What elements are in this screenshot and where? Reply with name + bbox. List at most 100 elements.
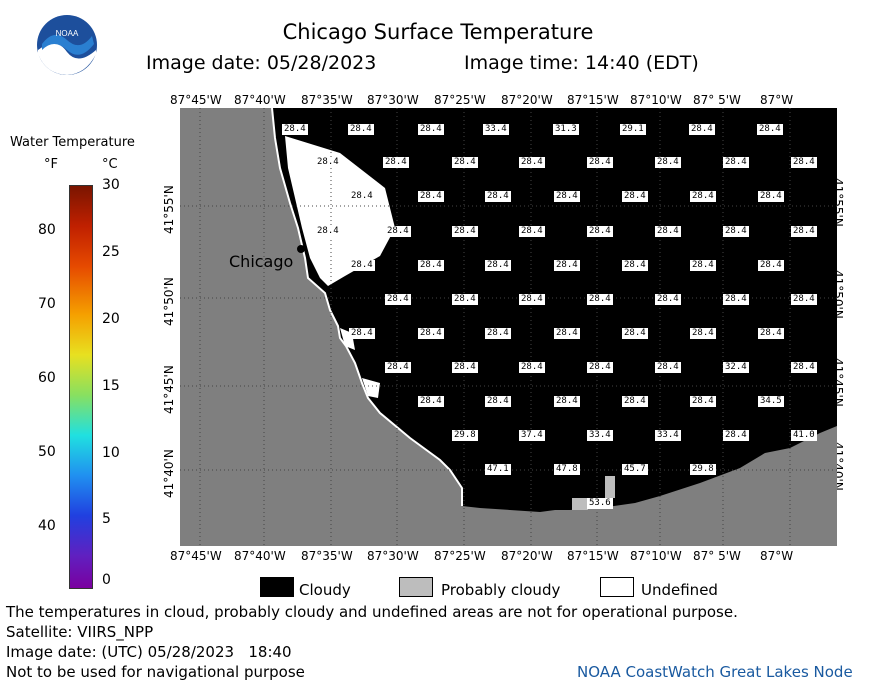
temperature-value: 28.4 (622, 260, 648, 271)
image-time: Image time: 14:40 (EDT) (464, 52, 699, 74)
cloudy-label: Cloudy (299, 581, 351, 599)
legend-title: Water Temperature (10, 135, 135, 150)
longitude-label: 87°25'W (434, 93, 486, 107)
temperature-value: 28.4 (349, 260, 375, 271)
longitude-label: 87°30'W (367, 93, 419, 107)
temperature-value: 28.4 (655, 226, 681, 237)
temperature-value: 34.5 (758, 396, 784, 407)
latitude-label: 41°45'N (162, 365, 176, 414)
temperature-value: 28.4 (485, 191, 511, 202)
city-label: Chicago (229, 252, 294, 271)
celsius-tick: 15 (102, 378, 120, 394)
unit-celsius: °C (102, 157, 118, 172)
temperature-value: 29.8 (452, 430, 478, 441)
temperature-value: 28.4 (485, 396, 511, 407)
longitude-label: 87° 5'W (693, 549, 741, 563)
cloudy-swatch (260, 577, 294, 597)
temperature-value: 28.4 (758, 191, 784, 202)
temperature-value: 28.4 (689, 124, 715, 135)
temperature-value: 28.4 (655, 362, 681, 373)
longitude-label: 87°45'W (170, 549, 222, 563)
longitude-label: 87°35'W (301, 549, 353, 563)
temperature-value: 28.4 (418, 260, 444, 271)
longitude-label: 87°45'W (170, 93, 222, 107)
temperature-value: 28.4 (655, 294, 681, 305)
temperature-value: 28.4 (485, 328, 511, 339)
temperature-value: 28.4 (349, 328, 375, 339)
latitude-label: 41°55'N (162, 185, 176, 234)
temperature-value: 28.4 (452, 362, 478, 373)
temperature-value: 28.4 (723, 157, 749, 168)
temperature-value: 28.4 (485, 260, 511, 271)
temperature-value: 28.4 (791, 362, 817, 373)
temperature-value: 28.4 (757, 124, 783, 135)
noaa-logo: NOAA (37, 15, 97, 75)
longitude-label: 87°15'W (567, 549, 619, 563)
temperature-value: 33.4 (655, 430, 681, 441)
temperature-value: 28.4 (348, 124, 374, 135)
temperature-value: 28.4 (519, 226, 545, 237)
temperature-value: 28.4 (554, 191, 580, 202)
temperature-value: 28.4 (315, 226, 341, 237)
temperature-value: 28.4 (418, 328, 444, 339)
longitude-label: 87° 5'W (693, 93, 741, 107)
probably-cloudy-area (572, 498, 588, 510)
longitude-label: 87°15'W (567, 93, 619, 107)
temperature-value: 28.4 (418, 124, 444, 135)
celsius-tick: 5 (102, 511, 111, 527)
temperature-value: 28.4 (282, 124, 308, 135)
map-title: Chicago Surface Temperature (282, 20, 594, 44)
map-canvas (180, 108, 837, 546)
temperature-value: 28.4 (452, 157, 478, 168)
temperature-value: 28.4 (690, 191, 716, 202)
temperature-value: 29.8 (690, 464, 716, 475)
temperature-value: 28.4 (622, 328, 648, 339)
longitude-label: 87°W (760, 93, 794, 107)
temperature-value: 28.4 (452, 226, 478, 237)
temperature-value: 28.4 (587, 226, 613, 237)
temperature-value: 47.8 (554, 464, 580, 475)
lake-cloud-area (272, 108, 837, 512)
temperature-value: 28.4 (690, 328, 716, 339)
temperature-value: 28.4 (554, 260, 580, 271)
chicago-marker (297, 245, 305, 253)
temperature-value: 32.4 (723, 362, 749, 373)
celsius-tick: 30 (102, 177, 120, 193)
temperature-value: 47.1 (485, 464, 511, 475)
image-date: Image date: 05/28/2023 (146, 52, 377, 74)
temperature-value: 33.4 (483, 124, 509, 135)
temperature-value: 28.4 (315, 157, 341, 168)
longitude-label: 87°35'W (301, 93, 353, 107)
temperature-value: 28.4 (418, 396, 444, 407)
longitude-label: 87°20'W (501, 93, 553, 107)
longitude-label: 87°W (760, 549, 794, 563)
temperature-value: 28.4 (385, 362, 411, 373)
temperature-value: 28.4 (791, 157, 817, 168)
temperature-value: 28.4 (554, 328, 580, 339)
fahrenheit-tick: 50 (38, 444, 56, 460)
latitude-label: 41°50'N (162, 277, 176, 326)
temperature-value: 28.4 (655, 157, 681, 168)
undefined-area (285, 136, 395, 286)
disclaimer-text: The temperatures in cloud, probably clou… (6, 603, 738, 621)
svg-text:NOAA: NOAA (56, 29, 79, 38)
temperature-value: 28.4 (723, 294, 749, 305)
fahrenheit-tick: 70 (38, 296, 56, 312)
fahrenheit-tick: 80 (38, 222, 56, 238)
utc-date-text: Image date: (UTC) 05/28/2023 18:40 (6, 643, 292, 661)
temperature-value: 28.4 (758, 328, 784, 339)
longitude-label: 87°20'W (501, 549, 553, 563)
temperature-value: 28.4 (622, 396, 648, 407)
temperature-value: 28.4 (418, 191, 444, 202)
temperature-value: 28.4 (385, 226, 411, 237)
temperature-value: 37.4 (519, 430, 545, 441)
celsius-tick: 25 (102, 244, 120, 260)
celsius-tick: 10 (102, 445, 120, 461)
temperature-value: 28.4 (452, 294, 478, 305)
temperature-value: 28.4 (519, 294, 545, 305)
temperature-value: 28.4 (587, 294, 613, 305)
longitude-label: 87°10'W (630, 549, 682, 563)
celsius-tick: 20 (102, 311, 120, 327)
temperature-value: 28.4 (690, 396, 716, 407)
temperature-value: 28.4 (554, 396, 580, 407)
